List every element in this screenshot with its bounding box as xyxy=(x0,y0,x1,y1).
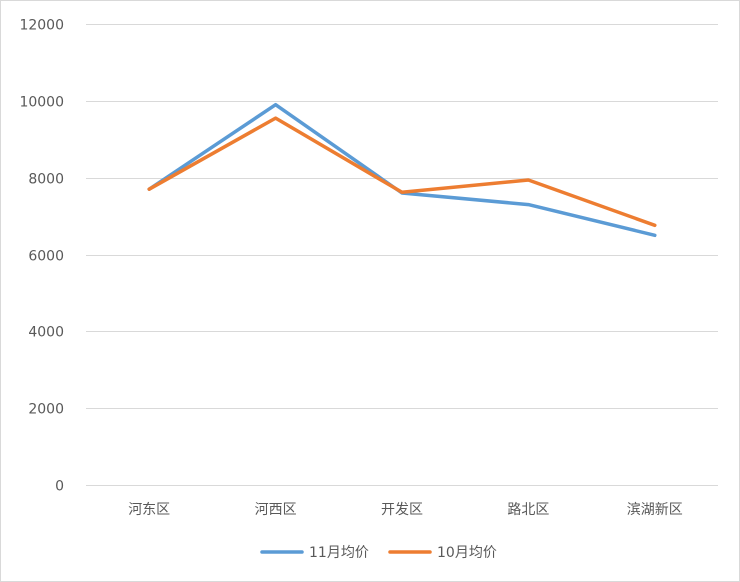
y-tick-label: 8000 xyxy=(28,172,64,188)
y-tick-label: 12000 xyxy=(19,18,64,34)
y-tick-label: 0 xyxy=(55,479,64,495)
series-lines xyxy=(147,102,657,238)
x-tick-label: 路北区 xyxy=(507,502,549,518)
series-line-1 xyxy=(147,102,657,238)
y-tick-label: 10000 xyxy=(19,95,64,111)
x-tick-label: 滨湖新区 xyxy=(627,502,683,518)
x-tick-label: 开发区 xyxy=(381,502,423,518)
y-axis-tick-labels: 0 2000 4000 6000 8000 10000 12000 xyxy=(19,18,64,495)
y-tick-label: 2000 xyxy=(28,402,64,418)
y-tick-label: 6000 xyxy=(28,249,64,265)
x-axis-tick-labels: 河东区 河西区 开发区 路北区 滨湖新区 xyxy=(128,502,683,518)
x-tick-label: 河东区 xyxy=(128,502,170,518)
legend-label-1: 11月均价 xyxy=(309,545,369,561)
series-line-2 xyxy=(147,116,657,228)
legend: 11月均价 10月均价 xyxy=(260,545,497,561)
y-tick-label: 4000 xyxy=(28,325,64,341)
legend-label-2: 10月均价 xyxy=(437,545,497,561)
gridlines xyxy=(86,24,718,486)
x-tick-label: 河西区 xyxy=(255,502,297,518)
